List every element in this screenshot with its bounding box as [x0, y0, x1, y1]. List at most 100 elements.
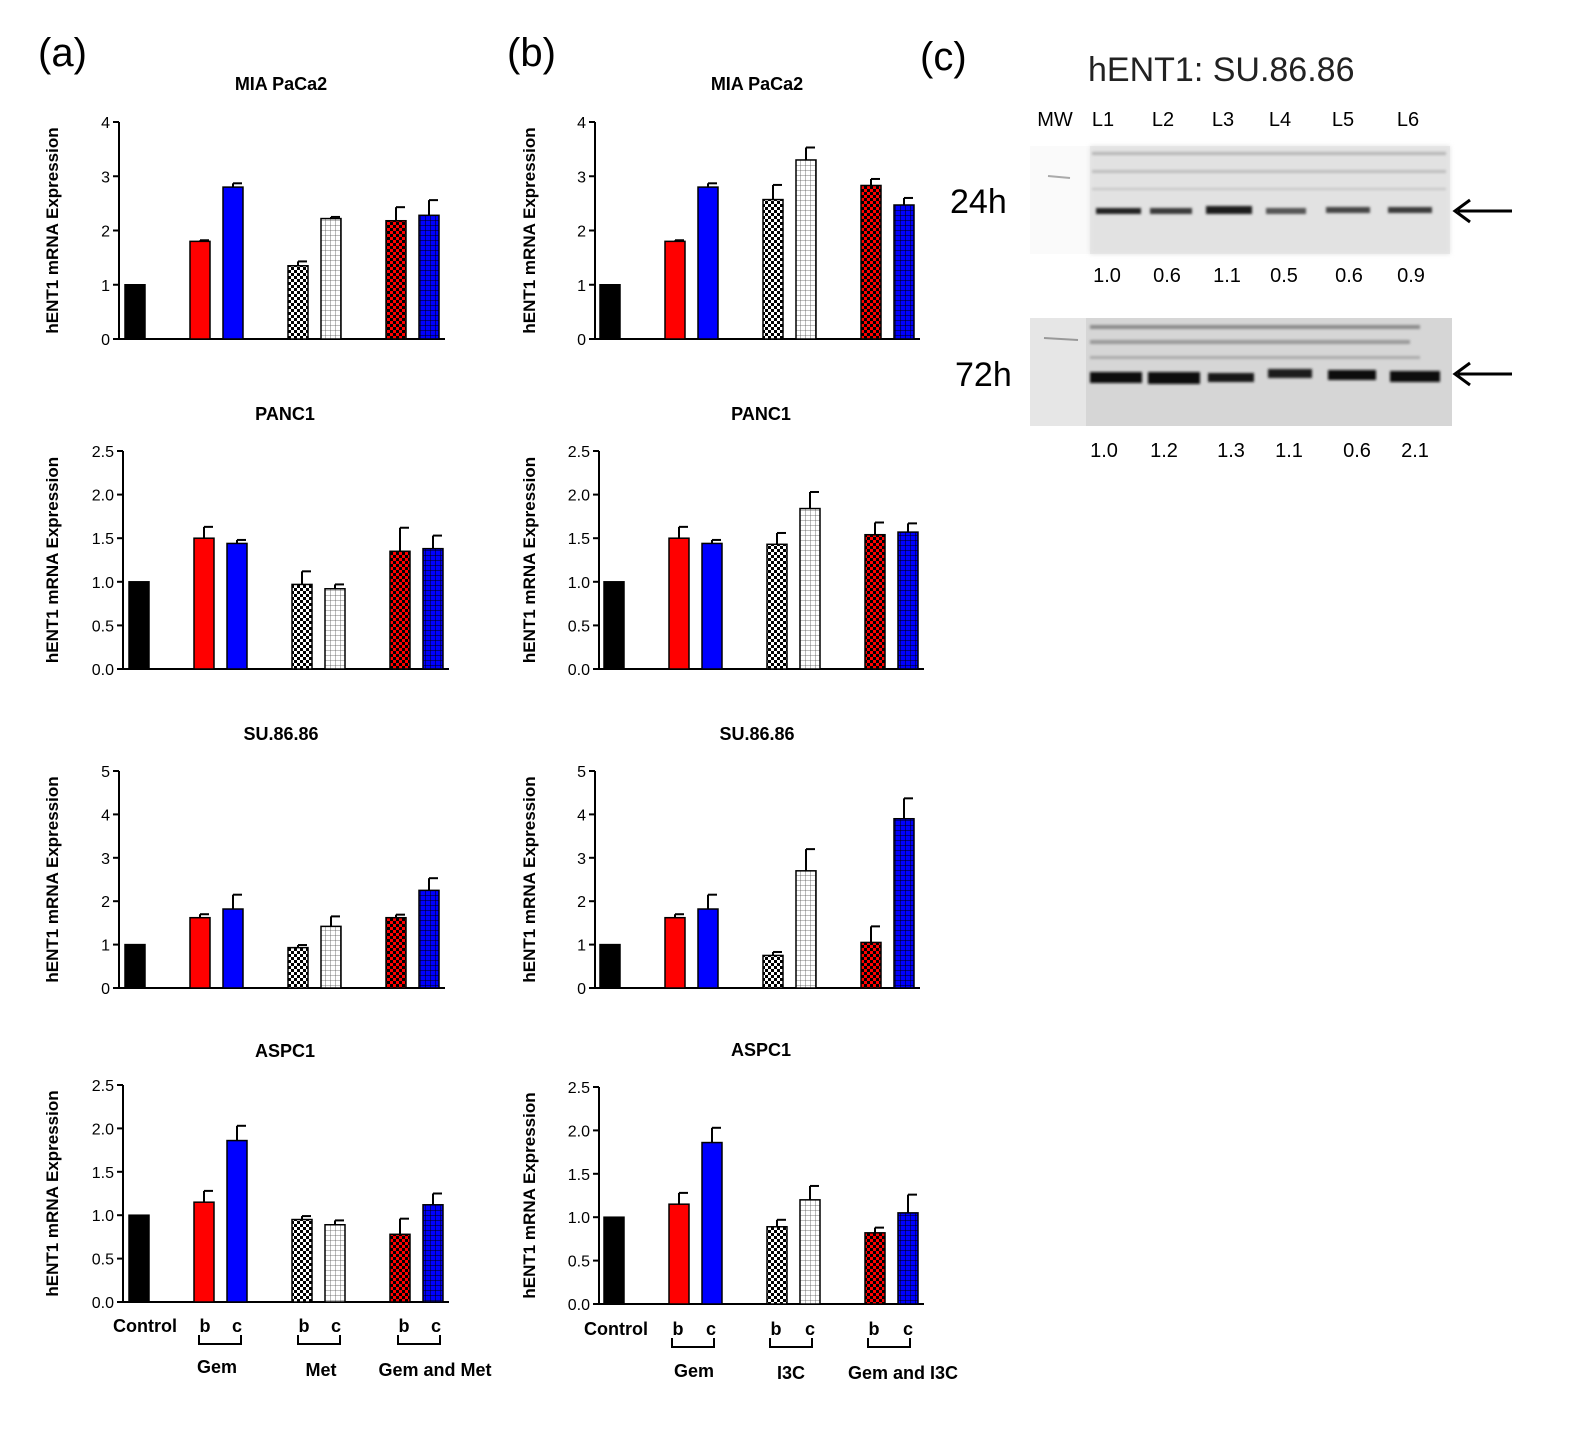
combo-b-bar	[389, 1233, 411, 1303]
group-labels-a: Control b c b c b c Gem Met Gem and Met	[113, 1316, 492, 1380]
y-tick-label: 4	[101, 807, 110, 824]
y-tick-label: 1.5	[568, 531, 590, 548]
control-bar	[603, 581, 625, 670]
treatment2-b-bar	[762, 954, 784, 989]
sub-label-c: c	[232, 1316, 242, 1336]
control-bar	[599, 943, 621, 989]
treatment1-c-bar	[697, 186, 719, 340]
y-tick-label: 3	[101, 169, 110, 186]
combo-c-bar	[422, 547, 444, 670]
treatment1-b-bar	[189, 916, 211, 989]
treatment1-c-bar	[701, 1141, 723, 1305]
group-bracket	[198, 1335, 242, 1345]
western-blot-panel: hENT1: SU.86.86 MW L1 L2 L3 L4 L5 L6 24h 72h	[950, 51, 1512, 462]
group-label-i3c: I3C	[777, 1363, 805, 1383]
control-bar	[124, 943, 146, 989]
group-label-gem-met: Gem and Met	[378, 1360, 491, 1380]
treatment2-c-bar	[799, 507, 821, 670]
treatment1-c-bar	[697, 908, 719, 989]
y-tick-label: 0.0	[92, 662, 114, 679]
y-tick-label: 0.5	[568, 618, 590, 635]
treatment1-b-bar	[664, 240, 686, 340]
y-axis-label: hENT1 mRNA Expression	[520, 127, 539, 333]
y-tick-label: 0	[577, 332, 586, 349]
treatment1-b-bar	[193, 1201, 215, 1303]
y-tick-label: 2.5	[92, 1078, 114, 1095]
treatment2-b-bar	[766, 543, 788, 670]
treatment2-b-bar	[291, 1218, 313, 1303]
treatment2-c-bar	[795, 159, 817, 340]
lane-label: L2	[1152, 109, 1174, 131]
y-tick-label: 1.5	[92, 531, 114, 548]
control-label: Control	[113, 1316, 177, 1336]
lane-label: L1	[1092, 109, 1114, 131]
group-bracket	[867, 1338, 911, 1348]
y-tick-label: 1	[101, 278, 110, 295]
combo-b-bar	[385, 219, 407, 340]
y-tick-label: 1.0	[568, 575, 590, 592]
sub-label-c: c	[331, 1316, 341, 1336]
blot-title: hENT1: SU.86.86	[1088, 51, 1354, 89]
combo-c-bar	[418, 214, 440, 340]
y-tick-label: 0.0	[92, 1295, 114, 1312]
combo-b-bar	[389, 550, 411, 670]
treatment2-c-bar	[795, 870, 817, 989]
bar-chart-b-2: PANC1 hENT1 mRNA Expression 0.0 0.5 1.0 1.5 2.…	[520, 404, 924, 679]
blot-image-72h	[1030, 318, 1452, 426]
control-bar	[128, 581, 150, 670]
bar-chart-a-4: ASPC1 hENT1 mRNA Expression 0.0 0.5 1.0 1.5 2.…	[43, 1041, 449, 1312]
combo-c-bar	[893, 817, 915, 989]
y-tick-label: 5	[577, 764, 586, 781]
combo-b-bar	[860, 184, 882, 340]
blot-value: 0.6	[1153, 265, 1181, 287]
y-tick-label: 0	[101, 332, 110, 349]
treatment2-b-bar	[287, 265, 309, 340]
y-tick-label: 0	[577, 981, 586, 998]
panel-label-c: (c)	[920, 35, 967, 79]
combo-c-bar	[418, 889, 440, 989]
group-bracket	[297, 1335, 341, 1345]
treatment1-b-bar	[668, 537, 690, 670]
time-label-72h: 72h	[955, 356, 1012, 394]
treatment1-c-bar	[222, 908, 244, 989]
blot-value: 1.1	[1275, 440, 1303, 462]
y-tick-label: 0.5	[92, 618, 114, 635]
blot-value: 1.3	[1217, 440, 1245, 462]
treatment2-c-bar	[324, 1223, 346, 1303]
y-tick-label: 1.0	[92, 575, 114, 592]
treatment1-b-bar	[193, 537, 215, 670]
sub-label-c: c	[805, 1319, 815, 1339]
y-tick-label: 1.5	[568, 1167, 590, 1184]
control-bar	[124, 284, 146, 340]
sub-label-b: b	[869, 1319, 880, 1339]
blot-value: 0.5	[1270, 265, 1298, 287]
lane-label: L6	[1397, 109, 1419, 131]
bar-chart-b-1: MIA PaCa2 hENT1 mRNA Expression 0 1 2 3 4	[520, 74, 920, 349]
arrow-icon	[1452, 361, 1512, 387]
group-label-gem: Gem	[674, 1361, 714, 1381]
treatment2-c-bar	[799, 1199, 821, 1305]
combo-c-bar	[422, 1204, 444, 1303]
y-tick-label: 1	[577, 278, 586, 295]
y-tick-label: 2.5	[568, 444, 590, 461]
bar-chart-a-3: SU.86.86 hENT1 mRNA Expression 0 1 2 3 4 5	[43, 724, 445, 998]
group-label-gem-i3c: Gem and I3C	[848, 1363, 958, 1383]
y-tick-label: 1.0	[92, 1208, 114, 1225]
y-tick-label: 4	[101, 115, 110, 132]
y-tick-label: 2.5	[92, 444, 114, 461]
treatment1-c-bar	[222, 186, 244, 340]
bar-chart-b-3: SU.86.86 hENT1 mRNA Expression 0 1 2 3 4 5	[520, 724, 920, 998]
control-label: Control	[584, 1319, 648, 1339]
treatment1-c-bar	[701, 542, 723, 670]
charts-area: MIA PaCa2 hENT1 mRNA Expression 0 1 2 3 4 PANC1…	[43, 74, 924, 1314]
y-tick-label: 4	[577, 115, 586, 132]
chart-title: MIA PaCa2	[711, 74, 803, 94]
panel-label-b: (b)	[507, 31, 556, 75]
y-tick-label: 1	[101, 938, 110, 955]
treatment2-b-bar	[766, 1225, 788, 1305]
y-tick-label: 0.0	[568, 662, 590, 679]
blot-value: 0.9	[1397, 265, 1425, 287]
y-axis-label: hENT1 mRNA Expression	[520, 776, 539, 982]
y-tick-label: 3	[101, 851, 110, 868]
treatment2-b-bar	[762, 198, 784, 340]
